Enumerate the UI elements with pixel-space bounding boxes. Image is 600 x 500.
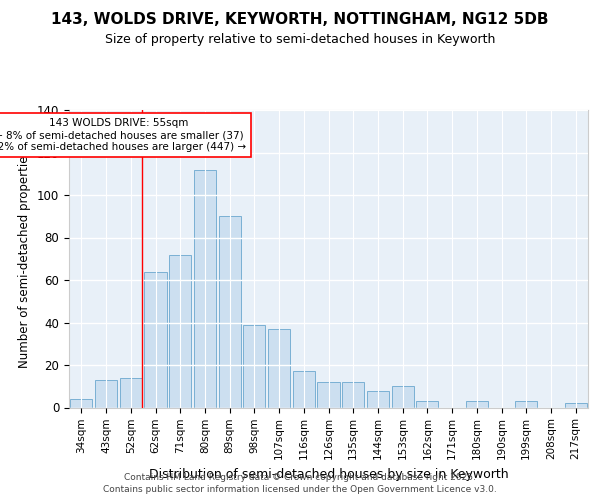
- Bar: [169, 254, 191, 408]
- Text: Contains HM Land Registry data © Crown copyright and database right 2025.: Contains HM Land Registry data © Crown c…: [124, 472, 476, 482]
- Bar: [119, 378, 142, 408]
- Bar: [243, 324, 265, 407]
- Y-axis label: Number of semi-detached properties: Number of semi-detached properties: [19, 150, 31, 368]
- Text: Size of property relative to semi-detached houses in Keyworth: Size of property relative to semi-detach…: [105, 32, 495, 46]
- Bar: [95, 380, 117, 407]
- Bar: [515, 401, 538, 407]
- Bar: [218, 216, 241, 408]
- Bar: [392, 386, 414, 407]
- Text: Contains public sector information licensed under the Open Government Licence v3: Contains public sector information licen…: [103, 485, 497, 494]
- Bar: [70, 399, 92, 407]
- X-axis label: Distribution of semi-detached houses by size in Keyworth: Distribution of semi-detached houses by …: [149, 468, 508, 480]
- Bar: [268, 329, 290, 407]
- Bar: [194, 170, 216, 408]
- Bar: [317, 382, 340, 407]
- Text: 143, WOLDS DRIVE, KEYWORTH, NOTTINGHAM, NG12 5DB: 143, WOLDS DRIVE, KEYWORTH, NOTTINGHAM, …: [51, 12, 549, 28]
- Bar: [466, 401, 488, 407]
- Bar: [342, 382, 364, 407]
- Bar: [565, 403, 587, 407]
- Bar: [293, 372, 315, 408]
- Bar: [145, 272, 167, 407]
- Bar: [416, 401, 439, 407]
- Text: 143 WOLDS DRIVE: 55sqm
← 8% of semi-detached houses are smaller (37)
92% of semi: 143 WOLDS DRIVE: 55sqm ← 8% of semi-deta…: [0, 118, 246, 152]
- Bar: [367, 390, 389, 407]
